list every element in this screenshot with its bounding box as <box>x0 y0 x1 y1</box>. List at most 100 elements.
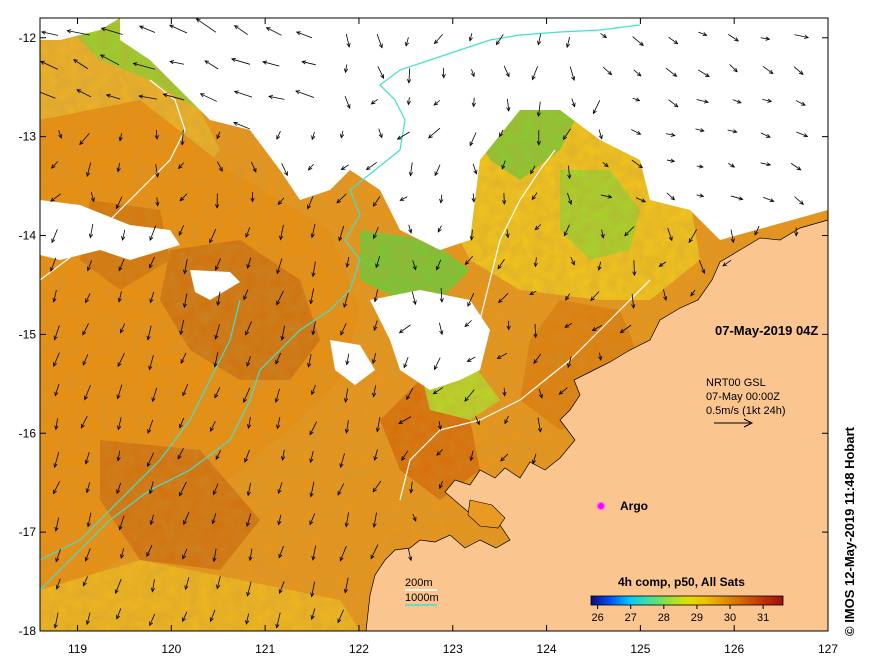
current-arrow <box>120 323 126 334</box>
current-arrow <box>345 353 350 366</box>
current-arrow <box>114 579 122 595</box>
current-arrow <box>276 416 281 430</box>
current-arrow <box>277 197 285 206</box>
current-arrow <box>147 419 154 434</box>
current-arrow <box>148 355 154 371</box>
current-arrow <box>790 163 802 171</box>
current-arrow <box>666 158 676 163</box>
current-arrow <box>433 34 443 45</box>
current-arrow <box>209 609 216 623</box>
current-arrow <box>437 225 442 233</box>
current-arrow <box>309 450 314 464</box>
current-arrow <box>370 98 378 105</box>
current-arrow <box>40 60 58 70</box>
current-arrow <box>53 352 60 368</box>
current-arrow <box>370 544 379 560</box>
current-arrow <box>668 36 679 45</box>
current-arrow <box>372 196 381 207</box>
current-arrow <box>472 163 478 175</box>
current-arrow <box>533 324 538 339</box>
current-arrow <box>795 100 806 106</box>
contour-200m-n <box>479 149 556 321</box>
current-arrow <box>244 449 250 463</box>
current-arrow <box>168 24 188 34</box>
current-arrow <box>215 450 221 461</box>
current-arrow <box>537 33 542 46</box>
current-arrow <box>82 323 89 336</box>
current-arrow <box>336 193 347 204</box>
current-arrow <box>277 514 282 526</box>
current-arrow <box>376 33 383 49</box>
current-arrow <box>132 62 156 70</box>
current-arrow <box>248 548 253 562</box>
current-arrow <box>339 545 347 562</box>
colorbar-tick-label: 28 <box>658 612 670 624</box>
current-arrow <box>688 229 697 244</box>
current-arrow <box>468 33 473 42</box>
current-arrow <box>496 352 508 359</box>
x-tick-label: 127 <box>818 642 838 656</box>
current-arrow <box>209 228 217 244</box>
current-arrow <box>309 288 314 305</box>
current-arrow <box>281 163 288 177</box>
current-arrow <box>372 512 377 528</box>
current-arrow <box>432 387 444 395</box>
current-arrow <box>632 260 637 277</box>
current-arrow <box>169 60 185 65</box>
current-arrow <box>728 34 739 42</box>
current-arrow <box>441 67 446 79</box>
current-arrow <box>310 608 316 621</box>
current-arrow <box>182 293 188 309</box>
current-arrow <box>505 229 510 239</box>
current-arrow <box>212 548 217 563</box>
current-arrow <box>178 162 184 170</box>
current-arrow <box>116 608 122 620</box>
current-arrow <box>502 387 507 397</box>
current-arrow <box>467 292 475 307</box>
current-arrow <box>591 325 603 331</box>
current-arrow <box>245 613 250 625</box>
current-arrow <box>82 354 89 366</box>
current-arrow <box>406 387 414 401</box>
current-arrow <box>230 57 251 65</box>
current-arrow <box>53 451 60 469</box>
x-tick-label: 121 <box>255 642 275 656</box>
current-arrow <box>412 513 417 522</box>
current-arrow <box>146 544 153 558</box>
current-arrow <box>84 548 91 562</box>
current-arrow <box>497 259 505 270</box>
current-arrow <box>373 449 378 462</box>
current-arrow <box>118 258 125 272</box>
current-arrow <box>149 256 155 269</box>
x-tick-label: 120 <box>161 642 181 656</box>
current-arrow <box>279 224 284 241</box>
current-arrow <box>372 385 377 398</box>
current-arrow <box>344 420 350 434</box>
current-arrow <box>533 353 542 364</box>
colorbar-tick-label: 27 <box>625 612 637 624</box>
current-arrow <box>138 25 156 33</box>
current-arrow <box>265 27 282 36</box>
current-arrow <box>246 257 252 269</box>
current-arrow <box>590 291 600 302</box>
current-arrow <box>340 164 350 171</box>
current-arrow <box>794 34 810 39</box>
y-tick-label: -16 <box>19 426 37 440</box>
current-arrow <box>301 60 316 66</box>
current-arrow <box>54 383 60 397</box>
current-arrow <box>85 482 91 494</box>
x-axis: 119 120 121 122 123 124 125 126 127 <box>68 18 838 656</box>
current-arrow <box>85 293 91 304</box>
current-source-label: NRT00 GSL <box>706 377 766 389</box>
current-arrow <box>40 91 56 99</box>
current-arrow <box>151 387 158 403</box>
contour-200m-east <box>399 279 651 501</box>
current-arrow <box>471 193 476 203</box>
current-arrow <box>667 228 673 242</box>
current-arrow <box>635 197 647 203</box>
current-arrow <box>54 418 59 431</box>
current-arrow <box>150 579 156 593</box>
cloud-mask-north <box>120 18 828 250</box>
current-arrow <box>215 193 220 209</box>
current-time-label: 07-May 00:00Z <box>706 391 780 403</box>
